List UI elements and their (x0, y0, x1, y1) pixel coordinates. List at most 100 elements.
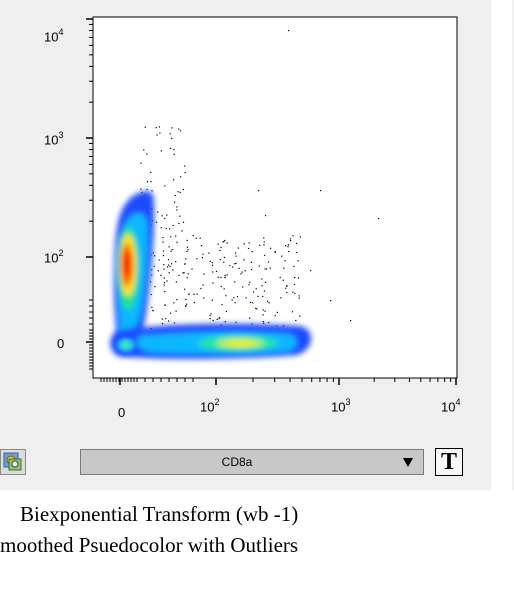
x-tick-label-10k: 104 (441, 397, 461, 415)
x-tick-label-0: 0 (118, 405, 126, 420)
outlier-dot (212, 319, 214, 322)
outlier-dot (193, 293, 195, 295)
outlier-dot (219, 258, 221, 261)
outlier-dot (287, 246, 289, 248)
outlier-dot (216, 318, 218, 320)
outlier-dot (330, 300, 332, 302)
outlier-dot (170, 250, 172, 252)
outlier-dot (274, 251, 276, 253)
outlier-dot (186, 277, 188, 279)
outlier-dot (244, 270, 246, 272)
outlier-dot (153, 265, 155, 267)
outlier-dot (235, 252, 237, 254)
outlier-dot (154, 255, 156, 257)
outlier-dot (162, 255, 165, 257)
outlier-dot (286, 291, 288, 294)
outlier-dot (220, 246, 222, 249)
outlier-dot (225, 310, 227, 313)
outlier-dot (288, 250, 290, 253)
outlier-dot (219, 317, 221, 319)
outlier-dot (211, 264, 214, 266)
outlier-dot (294, 292, 296, 295)
outlier-dot (184, 172, 186, 174)
outlier-dot (185, 258, 187, 260)
outlier-dot (232, 266, 234, 268)
outlier-dot (286, 285, 288, 287)
y-tick-label-0: 0 (57, 336, 65, 351)
outlier-dot (287, 244, 290, 246)
outlier-dot (151, 274, 153, 276)
outlier-dot (249, 281, 251, 283)
outlier-dot (186, 246, 188, 248)
outlier-dot (171, 263, 173, 265)
outlier-dot (238, 267, 240, 269)
outlier-dot (146, 153, 148, 155)
outlier-dot (284, 260, 286, 262)
outlier-dot (173, 322, 176, 324)
axis-ticks (86, 18, 457, 385)
outlier-dot (264, 254, 266, 256)
outlier-dot (298, 295, 300, 297)
outlier-dot (184, 288, 186, 290)
x-tick-label-100: 102 (200, 397, 220, 415)
outlier-dot (229, 264, 231, 267)
outlier-dot (178, 274, 180, 276)
outlier-dot (221, 303, 223, 306)
outlier-dot (234, 302, 236, 304)
outlier-dot (159, 132, 161, 134)
outlier-dot (176, 241, 178, 243)
outlier-dot (249, 317, 251, 319)
outlier-dot (261, 278, 263, 280)
outlier-dot (251, 323, 253, 325)
text-annotation-button[interactable]: T (435, 448, 463, 476)
outlier-dot (178, 222, 180, 224)
outlier-dot (211, 262, 213, 264)
outlier-dot (166, 214, 168, 216)
outlier-dot (150, 171, 152, 173)
outlier-dot (281, 255, 283, 257)
outlier-dot (210, 313, 212, 315)
outlier-dot (171, 137, 173, 139)
outlier-dot (186, 239, 188, 241)
outlier-dot (211, 299, 213, 301)
outlier-dot (261, 285, 263, 287)
outlier-dot (158, 259, 160, 261)
outlier-dot (282, 279, 284, 281)
outlier-dot (175, 235, 177, 237)
outlier-dot (161, 318, 163, 320)
outlier-dot (237, 247, 239, 249)
outlier-dot (223, 288, 225, 290)
outlier-dot (265, 268, 268, 270)
outlier-dot (274, 251, 276, 254)
outlier-dot (183, 272, 185, 274)
outlier-dot (157, 270, 159, 272)
outlier-dot (243, 243, 245, 245)
outlier-dot (181, 230, 183, 232)
outlier-dot (171, 127, 173, 129)
outlier-dot (220, 285, 222, 288)
outlier-dot (201, 257, 203, 259)
outlier-dot (255, 288, 257, 290)
outlier-dot (165, 318, 167, 320)
outlier-dot (253, 291, 255, 293)
outlier-dot (150, 181, 152, 183)
outlier-dot (219, 249, 221, 252)
x-axis-parameter-select[interactable]: CD8a (80, 449, 424, 475)
pseudocolor-plot[interactable] (0, 0, 514, 490)
outlier-dot (234, 281, 236, 283)
outlier-dot (164, 217, 166, 219)
horizontal-population (110, 323, 312, 359)
outlier-dot (262, 321, 264, 323)
outlier-dot (299, 236, 301, 238)
plot-options-icon (3, 452, 22, 471)
outlier-dot (226, 242, 228, 244)
outlier-dot (209, 318, 211, 320)
outlier-dot (269, 267, 271, 269)
outlier-dot (209, 260, 211, 262)
outlier-dot (293, 265, 295, 268)
outlier-dot (295, 319, 297, 322)
outlier-dot (160, 227, 162, 229)
outlier-dot (215, 270, 218, 272)
outlier-dot (192, 235, 194, 237)
gear-icon[interactable] (0, 449, 26, 475)
